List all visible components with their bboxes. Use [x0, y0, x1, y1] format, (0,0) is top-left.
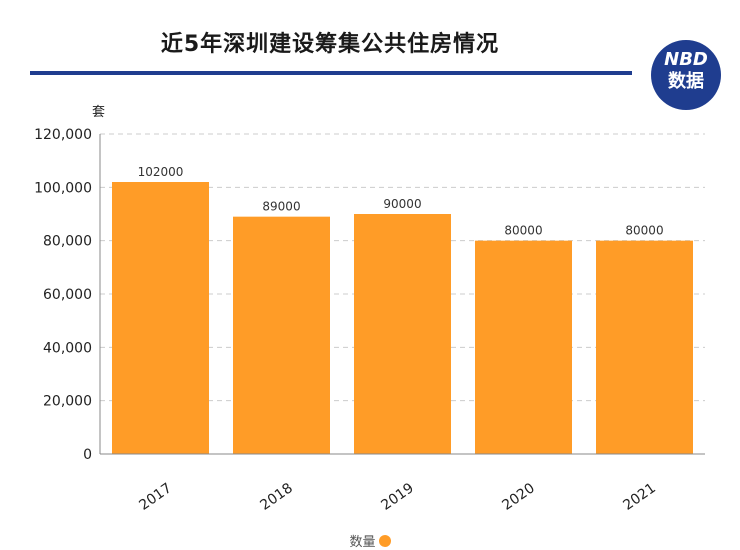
- logo-text-bottom: 数据: [668, 71, 704, 92]
- x-tick-label: 2021: [620, 480, 658, 514]
- bar: [112, 182, 209, 454]
- x-tick-label: 2019: [378, 480, 416, 514]
- y-tick-label: 120,000: [34, 127, 92, 143]
- legend: 数量: [0, 531, 740, 550]
- y-tick-label: 20,000: [43, 394, 92, 410]
- logo-text-top: NBD: [664, 49, 708, 70]
- chart-title: 近5年深圳建设筹集公共住房情况: [160, 32, 500, 57]
- data-label: 90000: [383, 197, 421, 211]
- data-label: 89000: [262, 200, 300, 214]
- title-rule: [30, 71, 632, 75]
- data-label: 80000: [504, 224, 542, 238]
- x-tick-label: 2020: [499, 480, 537, 514]
- data-labels: 102000 89000 90000 80000 80000: [138, 165, 664, 238]
- bar: [354, 214, 451, 454]
- nbd-logo: NBD 数据: [651, 40, 721, 110]
- y-tick-label: 80,000: [43, 234, 92, 250]
- data-label: 102000: [138, 165, 184, 179]
- data-label: 80000: [625, 224, 663, 238]
- y-tick-label: 0: [83, 447, 92, 463]
- bars: [112, 182, 693, 454]
- bar: [233, 216, 330, 454]
- x-tick-label: 2017: [136, 480, 174, 514]
- y-axis-unit: 套: [92, 104, 105, 120]
- axes: 套: [92, 104, 705, 455]
- y-tick-label: 60,000: [43, 287, 92, 303]
- bar: [475, 240, 572, 454]
- x-tick-labels: 2017 2018 2019 2020 2021: [136, 480, 658, 514]
- y-tick-labels: 0 20,000 40,000 60,000 80,000 100,000 120,000: [34, 127, 92, 463]
- legend-swatch: [378, 535, 391, 547]
- y-tick-label: 40,000: [43, 340, 92, 356]
- legend-label: 数量: [349, 535, 376, 550]
- x-tick-label: 2018: [257, 480, 295, 514]
- bar: [596, 240, 693, 454]
- y-tick-label: 100,000: [34, 180, 92, 196]
